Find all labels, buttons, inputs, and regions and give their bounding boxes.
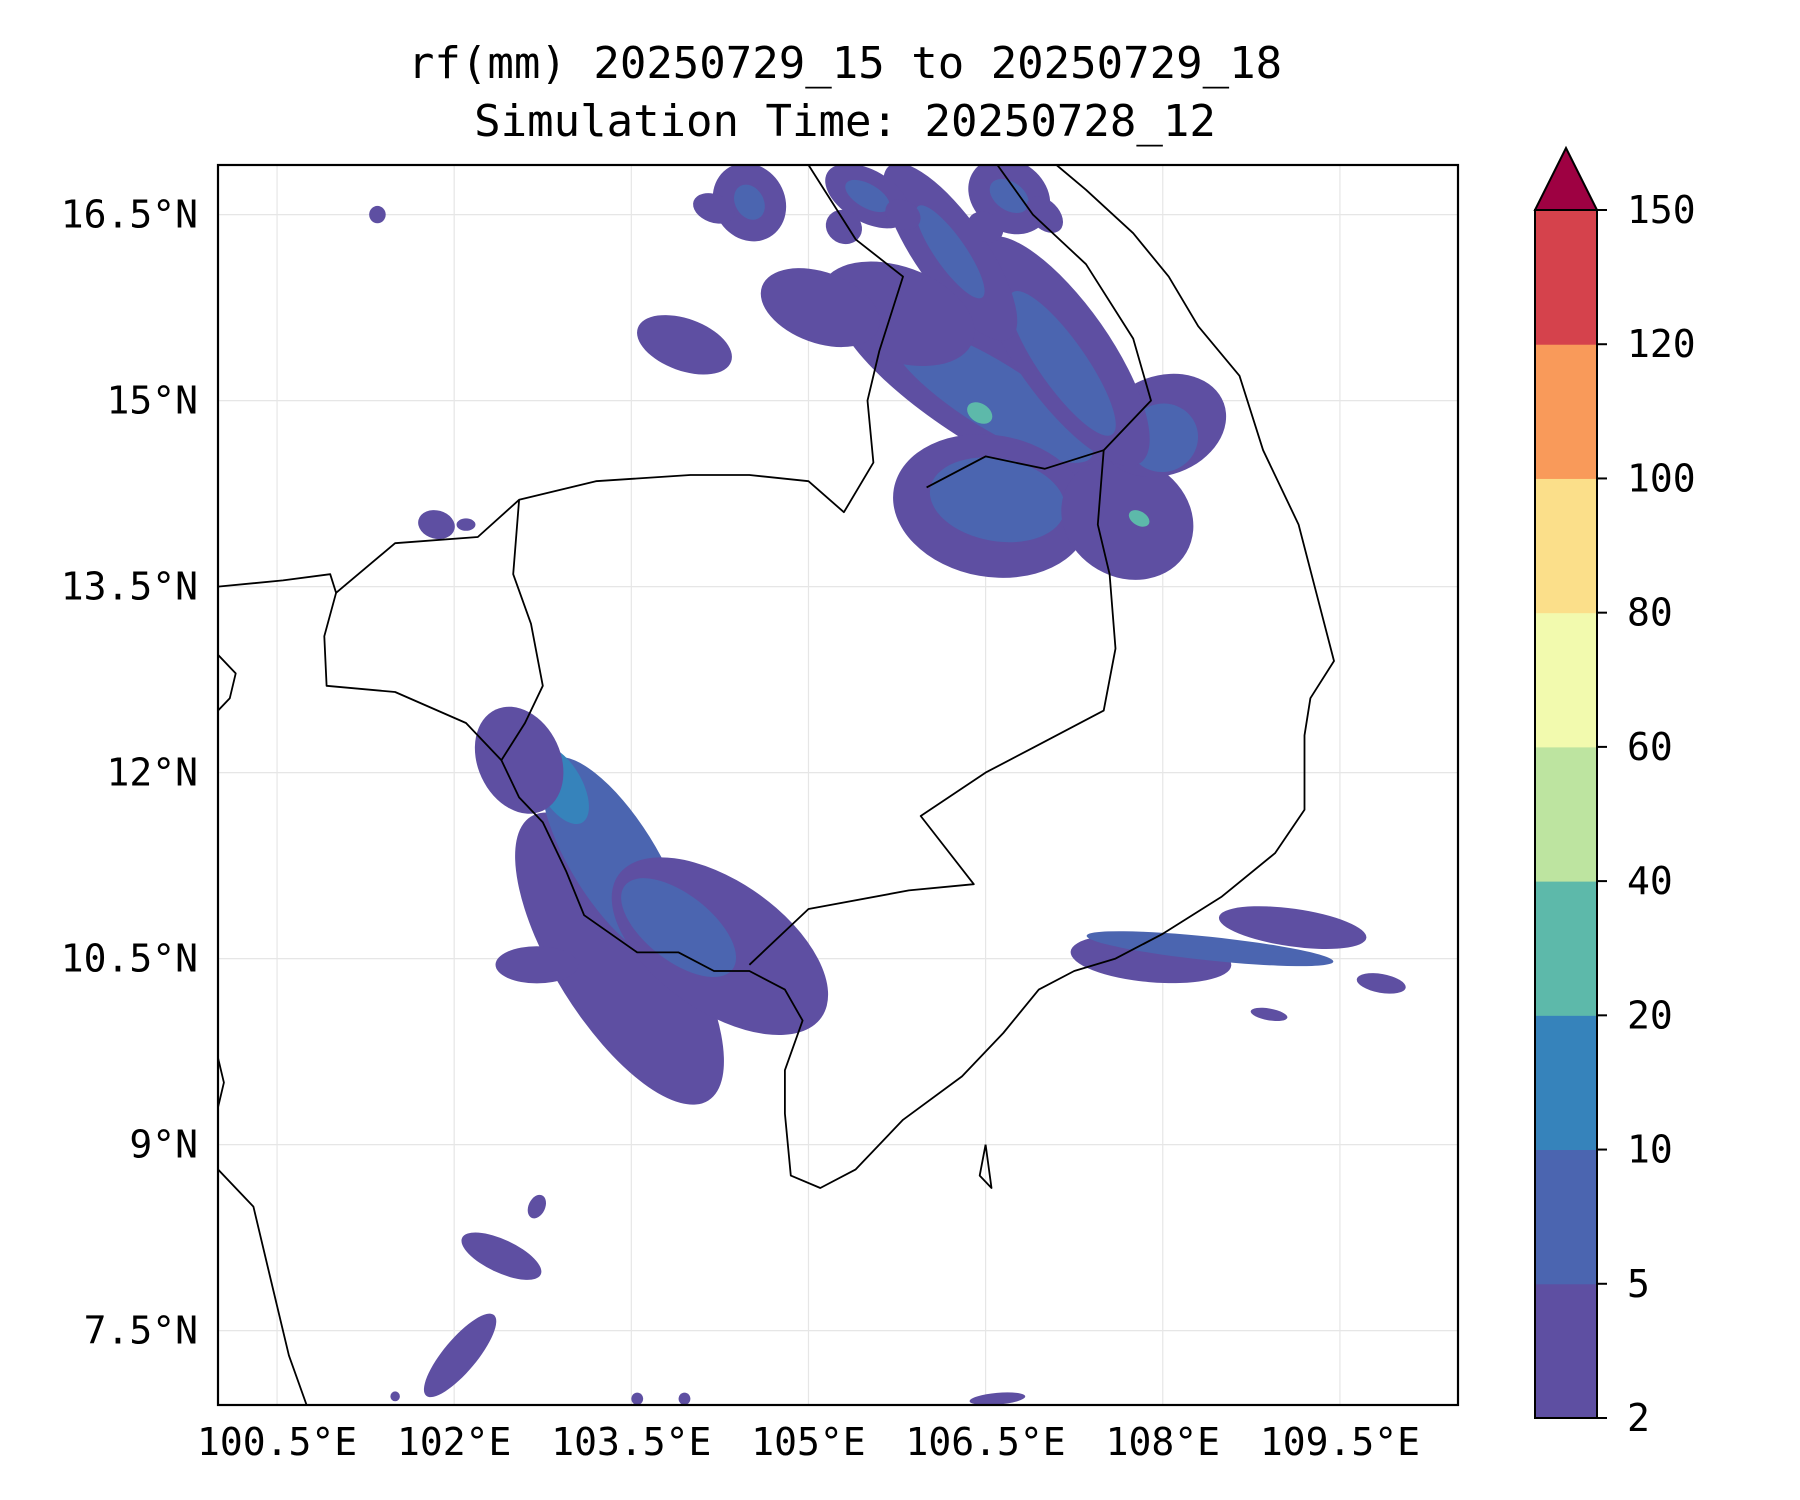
colorbar-label: 60	[1627, 725, 1673, 769]
rain-contour-area	[456, 518, 476, 531]
colorbar-segment	[1535, 1283, 1597, 1419]
map-frame	[216, 163, 1460, 1407]
coastline	[218, 1168, 308, 1405]
colorbar-label: 100	[1627, 456, 1696, 500]
rain-contour-area	[461, 1232, 542, 1280]
lon-tick-label: 103.5°E	[551, 1420, 711, 1464]
rain-contour-area	[1250, 1007, 1288, 1022]
lon-tick-label: 108°E	[1106, 1420, 1220, 1464]
rain-contour-area	[369, 205, 386, 224]
rain-contour-area	[693, 193, 735, 224]
colorbar-segment	[1535, 746, 1597, 882]
lat-tick-label: 12°N	[106, 751, 198, 795]
rain-contour-area	[1356, 973, 1406, 994]
coastline	[218, 165, 1335, 1189]
coastline	[218, 1057, 225, 1108]
rain-contour-area	[1026, 196, 1063, 233]
rain-contour-area	[621, 878, 737, 978]
rain-contour-area	[418, 510, 455, 540]
lat-tick-label: 9°N	[129, 1123, 198, 1167]
country-border	[335, 165, 904, 594]
rain-contour-area	[495, 946, 579, 984]
rain-contour-area	[637, 315, 732, 375]
colorbar-label: 150	[1627, 188, 1696, 232]
lat-tick-label: 7.5°N	[84, 1309, 198, 1353]
rain-contour-area	[631, 1392, 644, 1405]
colorbar-segment	[1535, 210, 1597, 345]
map-gridlines	[218, 165, 1458, 1405]
colorbar-segment	[1535, 478, 1597, 614]
lat-tick-label: 10.5°N	[61, 937, 198, 981]
colorbar: 2 5 10 20 40 60 80 100 120 150	[1533, 145, 1696, 1440]
colorbar-frame	[1534, 209, 1598, 1419]
coastlines	[218, 165, 1335, 1405]
rain-contour-area	[474, 706, 564, 814]
rain-contour-area	[390, 1391, 400, 1402]
country-border	[996, 165, 1152, 451]
title-line-2: Simulation Time: 20250728_12	[474, 96, 1216, 147]
colorbar-segment	[1535, 612, 1597, 748]
rain-contour-area	[1086, 931, 1334, 967]
colorbar-segment	[1535, 1149, 1597, 1285]
rain-contour-area	[734, 184, 765, 220]
rain-contour-area	[845, 179, 890, 213]
rain-contour-area	[527, 1194, 547, 1219]
lon-axis: 100.5°E 102°E 103.5°E 105°E 106.5°E 108°E 109.…	[197, 1420, 1420, 1464]
rain-contour-area	[1061, 456, 1194, 580]
colorbar-label: 10	[1627, 1128, 1673, 1172]
rain-contour-area	[969, 1392, 1026, 1405]
lat-tick-label: 13.5°N	[61, 565, 198, 609]
colorbar-label: 40	[1627, 859, 1673, 903]
colorbar-segment	[1535, 1015, 1597, 1151]
rain-contour-area	[989, 178, 1029, 214]
colorbar-label: 5	[1627, 1262, 1650, 1306]
rain-contour-area	[968, 211, 1004, 243]
rain-contour-area	[760, 268, 880, 348]
country-border	[748, 449, 1117, 966]
colorbar-label: 20	[1627, 993, 1673, 1037]
rain-contour-area	[885, 199, 921, 230]
lon-tick-label: 100.5°E	[197, 1420, 357, 1464]
colorbar-extend-arrow	[1533, 145, 1599, 211]
lat-tick-label: 16.5°N	[61, 193, 198, 237]
rain-contour-area	[1008, 291, 1116, 436]
lon-tick-label: 105°E	[751, 1420, 865, 1464]
rain-contour-area	[515, 812, 724, 1105]
colorbar-segment	[1535, 344, 1597, 479]
colorbar-label: 2	[1627, 1396, 1650, 1440]
title-line-1: rf(mm) 20250729_15 to 20250729_18	[408, 38, 1282, 89]
lon-tick-label: 102°E	[397, 1420, 511, 1464]
lat-axis: 7.5°N 9°N 10.5°N 12°N 13.5°N 15°N 16.5°N	[61, 193, 198, 1353]
map-panel	[216, 163, 1460, 1407]
lon-tick-label: 109.5°E	[1260, 1420, 1420, 1464]
colorbar-label: 80	[1627, 591, 1673, 635]
rain-contour-area	[915, 205, 985, 299]
country-border	[500, 499, 544, 761]
lat-tick-label: 15°N	[106, 379, 198, 423]
rain-contour-area	[1128, 510, 1150, 527]
coastline	[978, 1144, 993, 1189]
rain-contour-area	[678, 1392, 691, 1405]
rainfall-contours	[369, 165, 1406, 1405]
colorbar-label: 120	[1627, 322, 1696, 366]
rain-contour-area	[967, 402, 993, 424]
lon-tick-label: 106.5°E	[906, 1420, 1066, 1464]
rain-contour-area	[1218, 906, 1367, 949]
rain-contour-area	[423, 1313, 497, 1398]
colorbar-segment	[1535, 881, 1597, 1016]
rain-contour-area	[929, 457, 1065, 543]
coastline	[218, 654, 237, 712]
